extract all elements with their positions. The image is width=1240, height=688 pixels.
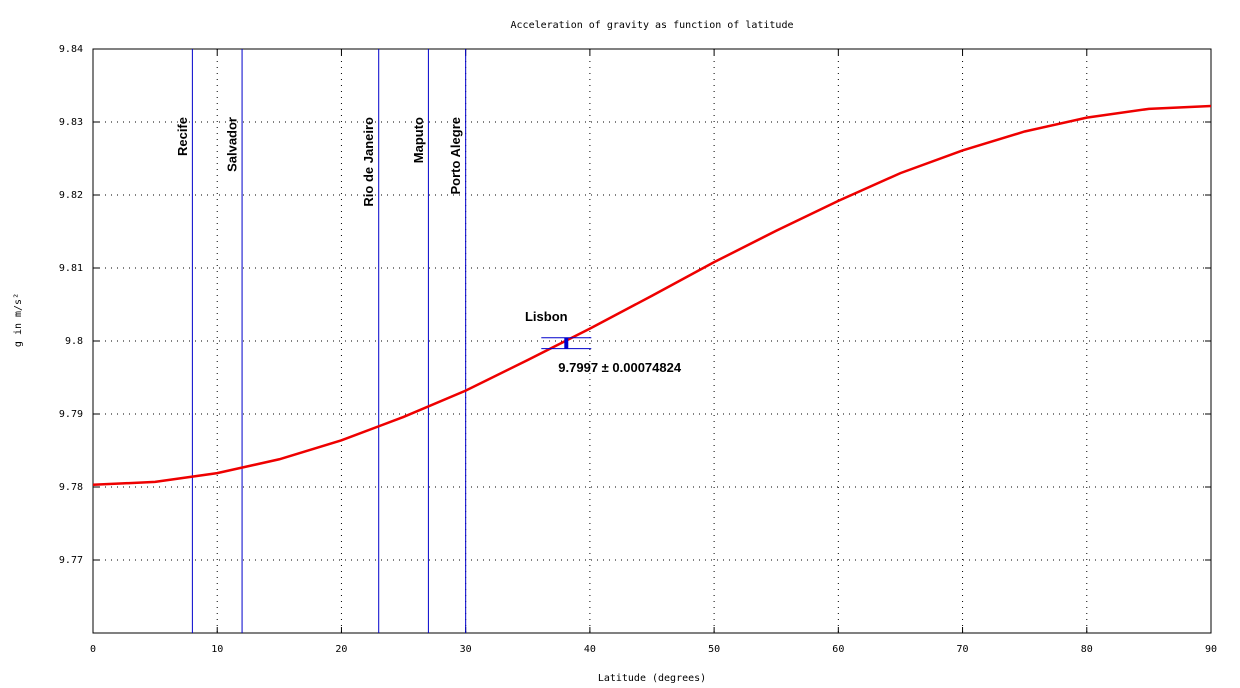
- city-label: Rio de Janeiro: [361, 117, 376, 207]
- y-tick-label: 9.79: [59, 409, 83, 420]
- plot-frame: [92, 48, 1212, 634]
- chart-title: Acceleration of gravity as function of l…: [511, 20, 794, 31]
- y-tick-label: 9.84: [59, 44, 83, 55]
- y-tick-label: 9.8: [65, 336, 83, 347]
- y-tick-label: 9.82: [59, 190, 83, 201]
- x-tick-label: 0: [90, 644, 96, 655]
- x-tick-label: 80: [1081, 644, 1093, 655]
- city-label: Recife: [175, 117, 190, 156]
- x-tick-label: 90: [1205, 644, 1217, 655]
- y-tick-label: 9.78: [59, 482, 83, 493]
- city-label: Porto Alegre: [448, 117, 463, 195]
- y-tick-label: 9.81: [59, 263, 83, 274]
- point-value-label: 9.7997 ± 0.00074824: [558, 360, 682, 375]
- x-tick-label: 50: [708, 644, 720, 655]
- curve: [92, 104, 1212, 487]
- x-tick-label: 40: [584, 644, 596, 655]
- y-tick-label: 9.83: [59, 117, 83, 128]
- city-label: Salvador: [225, 117, 240, 172]
- point-label: Lisbon: [525, 309, 568, 324]
- x-axis-title: Latitude (degrees): [598, 673, 706, 684]
- x-tick-label: 20: [335, 644, 347, 655]
- x-tick-label: 30: [460, 644, 472, 655]
- x-tick-label: 10: [211, 644, 223, 655]
- y-axis-title: g in m/s²: [13, 293, 24, 347]
- city-label: Maputo: [411, 117, 426, 163]
- y-tick-label: 9.77: [59, 555, 83, 566]
- x-tick-label: 60: [832, 644, 844, 655]
- x-tick-label: 70: [957, 644, 969, 655]
